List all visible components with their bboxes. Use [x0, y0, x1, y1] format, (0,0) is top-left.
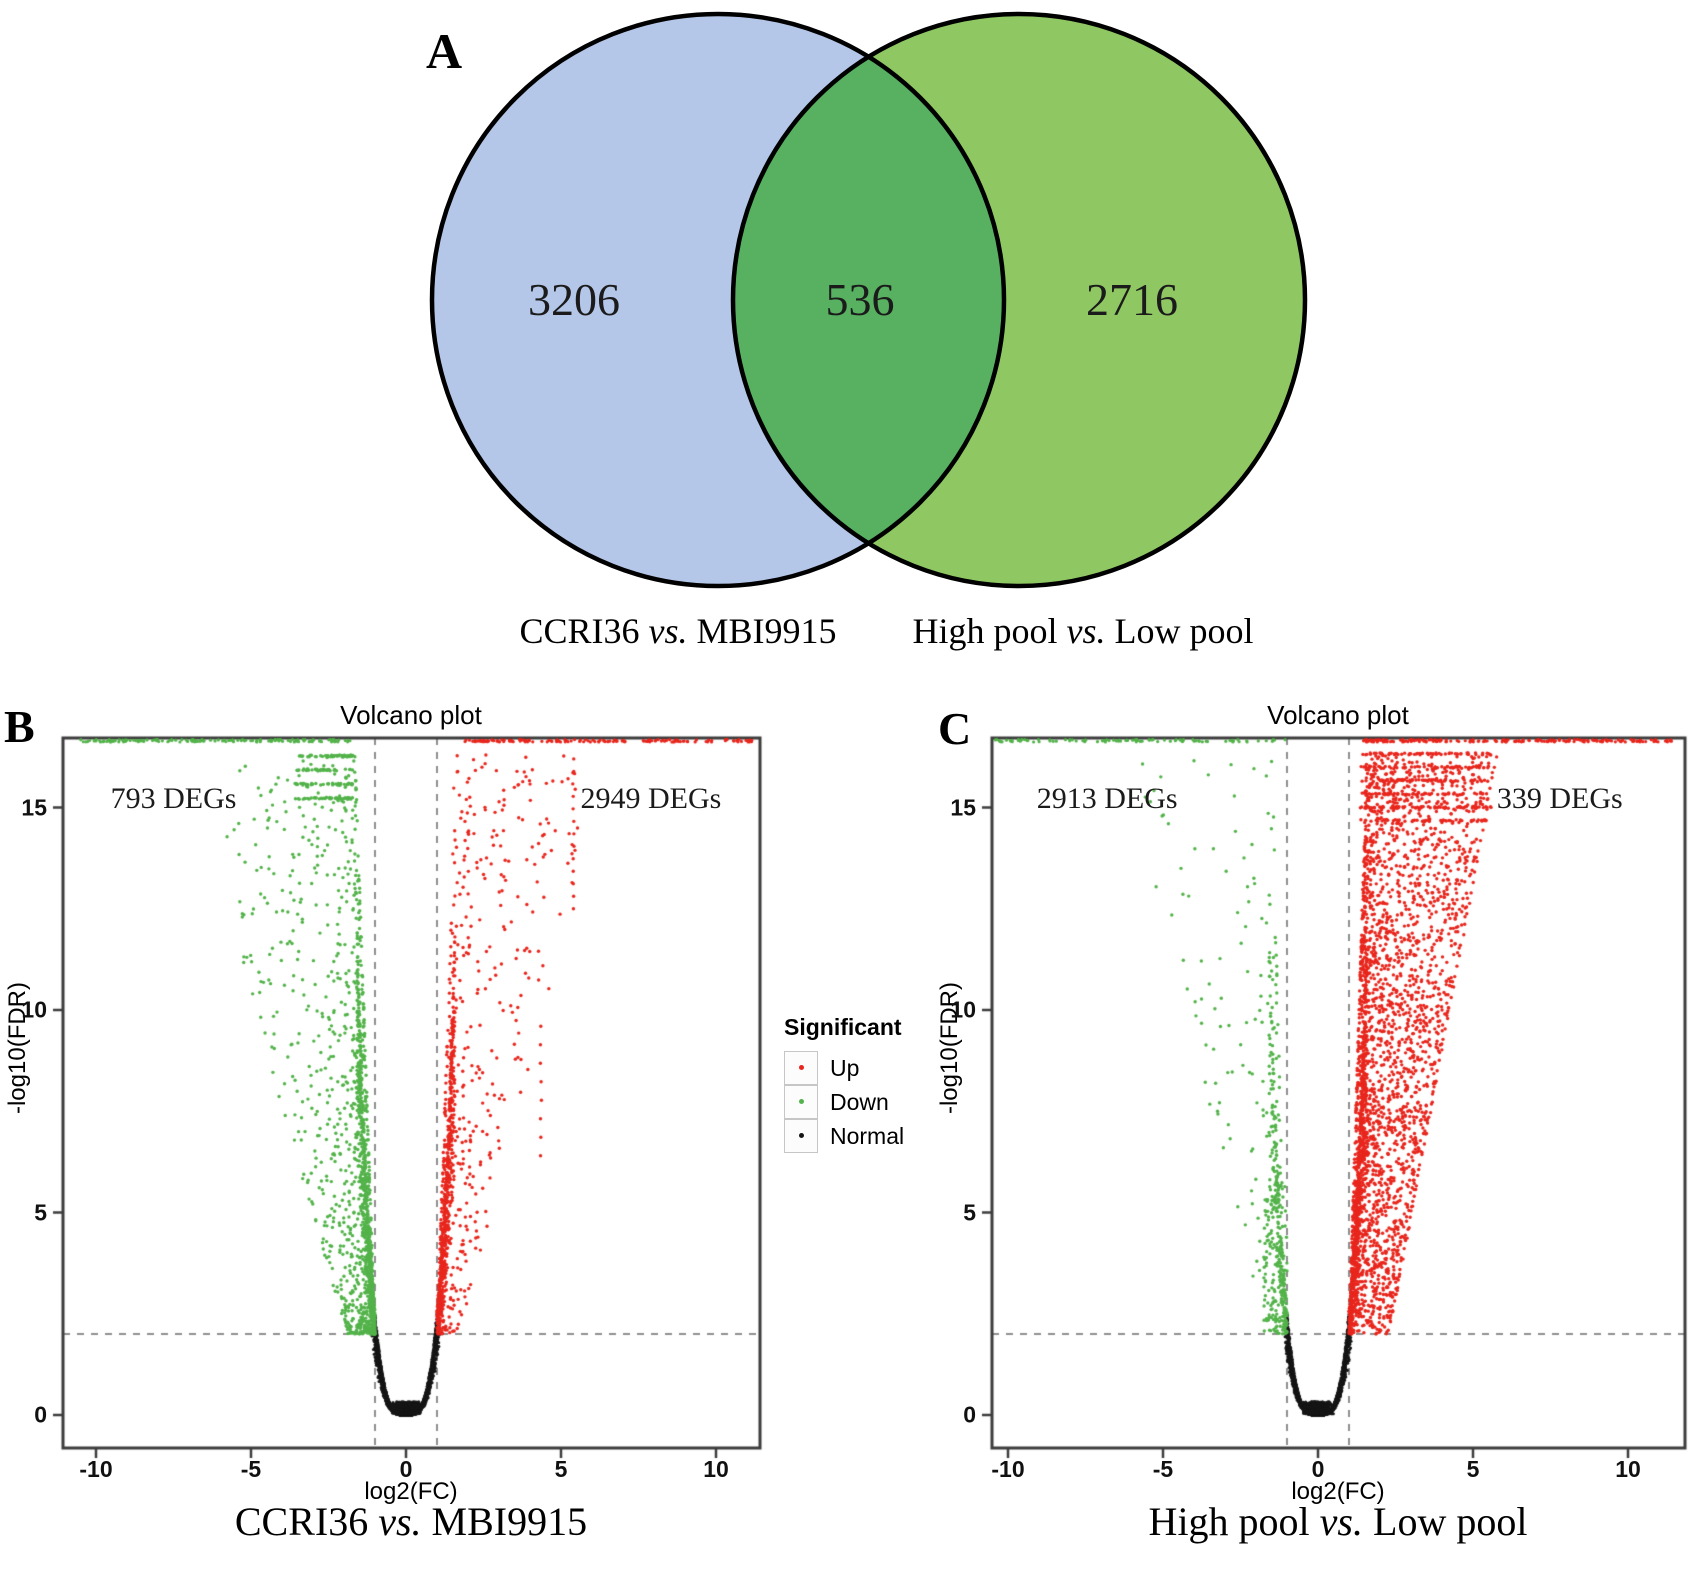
y-tick-label: 0 — [34, 1401, 47, 1428]
venn-caption-left-post: MBI9915 — [687, 611, 837, 651]
legend-row-normal: Normal — [784, 1118, 905, 1153]
caption-c: High pool vs. Low pool — [1149, 1498, 1528, 1545]
deg-count-c-left: 2913 DEGs — [1036, 782, 1178, 816]
legend: Significant Up Down Normal — [784, 1014, 904, 1153]
y-tick-label: 10 — [21, 996, 47, 1023]
venn-outline-right — [730, 11, 1308, 589]
legend-label-down: Down — [830, 1088, 889, 1115]
x-tick-label: -5 — [240, 1456, 262, 1482]
venn-right-count: 2716 — [1086, 274, 1178, 325]
legend-label-up: Up — [830, 1054, 860, 1081]
venn-caption-right: High pool vs. Low pool — [912, 610, 1253, 652]
down-dot-icon — [798, 1099, 804, 1104]
caption-c-pre: High pool — [1148, 1499, 1320, 1544]
panel-label-a: A — [426, 23, 463, 79]
caption-b-post: MBI9915 — [421, 1499, 588, 1544]
caption-b: CCRI36 vs. MBI9915 — [235, 1498, 587, 1545]
x-tick-label: 5 — [1466, 1456, 1480, 1482]
venn-intersection-count: 536 — [826, 274, 895, 325]
legend-label-normal: Normal — [830, 1122, 905, 1149]
venn-caption-left: CCRI36 vs. MBI9915 — [519, 610, 836, 652]
plot-title-b: Volcano plot — [340, 700, 482, 730]
x-axis-title-b: log2(FC) — [364, 1478, 458, 1505]
x-tick-label: -10 — [991, 1456, 1025, 1482]
legend-row-up: Up — [784, 1050, 904, 1085]
venn-caption-right-post: Low pool — [1105, 611, 1254, 651]
y-tick-label: 0 — [963, 1401, 976, 1428]
venn-caption-left-pre: CCRI36 — [519, 611, 649, 651]
x-axis-title-c: log2(FC) — [1291, 1478, 1385, 1505]
legend-row-down: Down — [784, 1084, 904, 1119]
caption-b-vs: vs. — [378, 1499, 422, 1544]
y-tick-label: 5 — [34, 1199, 47, 1225]
normal-dot-icon — [798, 1133, 804, 1138]
legend-title: Significant — [784, 1014, 902, 1040]
x-tick-label: -5 — [1152, 1456, 1174, 1482]
venn-outline-left — [429, 11, 1007, 589]
panel-label-c: C — [938, 703, 972, 754]
x-tick-label: 0 — [1311, 1456, 1325, 1482]
x-tick-label: 10 — [1615, 1456, 1641, 1482]
caption-b-pre: CCRI36 — [234, 1499, 379, 1544]
venn-overlap-region — [733, 14, 1004, 586]
panel-label-b: B — [4, 701, 35, 752]
deg-count-b-left: 793 DEGs — [110, 782, 237, 816]
x-tick-label: 0 — [399, 1456, 413, 1482]
caption-c-vs: vs. — [1319, 1499, 1364, 1544]
x-tick-label: 5 — [554, 1456, 568, 1482]
deg-count-c-right: 339 DEGs — [1496, 782, 1623, 816]
venn-left-count: 3206 — [528, 274, 620, 325]
y-tick-label: 15 — [950, 794, 976, 820]
venn-caption-left-vs: vs. — [648, 611, 688, 651]
y-tick-label: 5 — [963, 1199, 976, 1225]
deg-count-b-right: 2949 DEGs — [580, 782, 722, 816]
legend-key-down — [784, 1084, 818, 1119]
x-tick-label: 10 — [703, 1456, 729, 1482]
caption-c-post: Low pool — [1363, 1499, 1528, 1544]
y-tick-label: 15 — [21, 794, 47, 820]
venn-caption-right-pre: High pool — [912, 611, 1067, 651]
venn-diagram: 3206 536 2716 — [429, 11, 1308, 589]
plot-title-c: Volcano plot — [1267, 700, 1409, 730]
x-tick-label: -10 — [79, 1456, 113, 1482]
y-tick-label: 10 — [950, 996, 976, 1023]
legend-keys: Up Down Normal — [784, 1050, 905, 1153]
legend-key-normal — [784, 1118, 818, 1153]
venn-caption-right-vs: vs. — [1066, 611, 1106, 651]
legend-key-up — [784, 1050, 818, 1085]
up-dot-icon — [798, 1065, 804, 1070]
